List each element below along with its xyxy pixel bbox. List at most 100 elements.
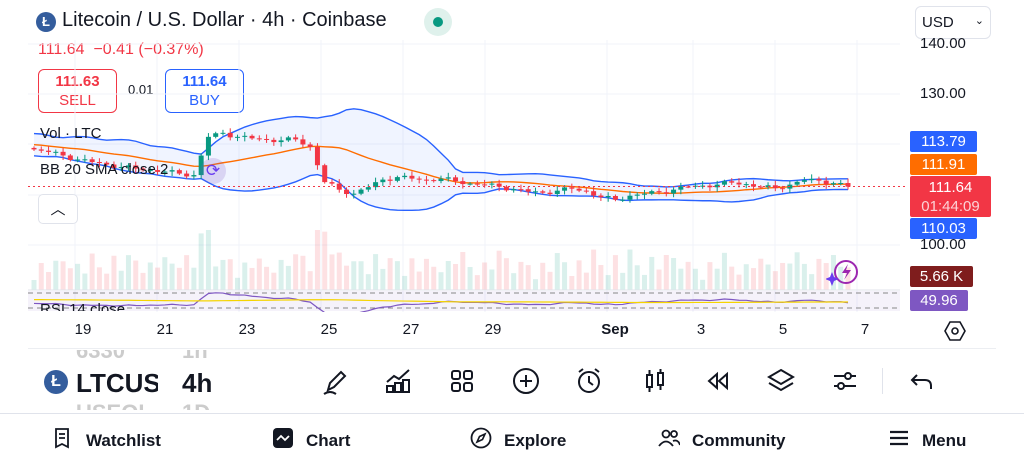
- collapse-legend-button[interactable]: ︿: [38, 194, 78, 224]
- sell-button[interactable]: 111.63 SELL: [38, 69, 117, 113]
- candle-body: [518, 189, 524, 191]
- candle-body: [692, 185, 698, 187]
- volume-bar: [482, 262, 488, 290]
- candle-body: [656, 191, 662, 193]
- volume-bar: [801, 263, 807, 290]
- candle-body: [373, 182, 379, 188]
- candle-body: [358, 189, 364, 194]
- replay-icon[interactable]: [702, 366, 732, 396]
- objects-icon[interactable]: [766, 366, 796, 396]
- bb-legend[interactable]: BB 20 SMA close 2: [40, 161, 169, 178]
- volume-bar: [547, 271, 553, 290]
- volume-bar: [373, 254, 379, 290]
- price-chart[interactable]: [0, 40, 1024, 312]
- volume-bar: [511, 273, 517, 290]
- bb-lower-label: 110.03: [910, 218, 977, 239]
- candle-body: [191, 175, 197, 177]
- nav-explore[interactable]: Explore: [470, 427, 566, 454]
- nav-menu[interactable]: Menu: [888, 427, 966, 454]
- time-tick: Sep: [601, 321, 629, 338]
- chart-settings-hexagon-icon[interactable]: [944, 320, 966, 347]
- symbol-picker[interactable]: 6330 LTCUS USEOL: [76, 350, 158, 410]
- volume-bar: [634, 265, 640, 290]
- volume-bar: [830, 255, 836, 290]
- candle-body: [772, 185, 778, 189]
- volume-bar: [53, 260, 59, 290]
- add-icon[interactable]: [511, 366, 541, 396]
- candle-body: [402, 175, 408, 178]
- candle-body: [285, 137, 291, 141]
- candle-body: [453, 177, 459, 182]
- volume-bar: [642, 274, 647, 290]
- refresh-icon[interactable]: ⟳: [200, 158, 226, 184]
- candle-body: [547, 192, 553, 195]
- bb-fill: [34, 108, 848, 211]
- candle-body: [111, 164, 117, 168]
- volume-bar: [162, 257, 168, 290]
- volume-legend[interactable]: Vol · LTC: [40, 125, 102, 142]
- candle-body: [830, 183, 836, 185]
- volume-bar: [75, 263, 81, 290]
- price-change-pct: (−0.37%): [138, 41, 204, 58]
- candle-body: [169, 170, 175, 172]
- candle-body: [445, 177, 451, 179]
- volume-bar: [707, 262, 713, 290]
- candle-body: [300, 139, 306, 145]
- candle-body: [365, 187, 371, 190]
- candle-body: [380, 179, 386, 183]
- volume-bar: [205, 230, 211, 290]
- interval-picker[interactable]: 1h 4h 1D: [182, 350, 222, 410]
- candle-body: [431, 180, 437, 182]
- volume-bar: [503, 258, 509, 290]
- candle-body: [823, 180, 829, 185]
- volume-bar: [155, 267, 161, 290]
- volume-bar: [235, 277, 240, 290]
- symbol-current: LTCUS: [76, 368, 158, 398]
- candle-body: [591, 191, 597, 196]
- lightning-icon[interactable]: [825, 258, 860, 288]
- candle-body: [627, 195, 633, 200]
- volume-bar: [271, 272, 277, 290]
- settings-icon[interactable]: [830, 366, 860, 396]
- candle-body: [569, 187, 575, 189]
- drawing-tools-icon[interactable]: [320, 366, 350, 396]
- nav-watchlist[interactable]: Watchlist: [52, 427, 161, 454]
- buy-button[interactable]: 111.64 BUY: [165, 69, 244, 113]
- candle-body: [329, 182, 335, 184]
- nav-label: Menu: [922, 430, 967, 450]
- buy-label: BUY: [189, 92, 220, 109]
- indicators-icon[interactable]: [383, 366, 413, 396]
- sell-label: SELL: [59, 92, 96, 109]
- symbol-next: USEOL: [76, 400, 152, 410]
- candle-body: [423, 179, 429, 181]
- volume-bar: [46, 272, 52, 290]
- volume-bar: [314, 230, 320, 290]
- candle-body: [583, 190, 589, 192]
- price-change: −0.41: [93, 41, 134, 58]
- volume-bar: [416, 271, 422, 290]
- candle-body: [278, 140, 284, 143]
- price-tick: 140.00: [920, 35, 966, 52]
- volume-label: 5.66 K: [910, 266, 973, 287]
- symbol-title[interactable]: Litecoin / U.S. Dollar · 4h · Coinbase: [62, 9, 387, 31]
- candle-body: [198, 155, 204, 176]
- chart-type-icon[interactable]: [640, 366, 670, 396]
- volume-bar: [198, 233, 204, 290]
- rsi-band: [28, 291, 900, 311]
- alert-icon[interactable]: [574, 366, 604, 396]
- litecoin-logo: Ł: [36, 12, 56, 32]
- currency-select[interactable]: USD ⌄: [915, 6, 991, 39]
- candle-body: [845, 183, 851, 187]
- undo-icon[interactable]: [907, 366, 937, 396]
- volume-bar: [758, 258, 764, 290]
- nav-community[interactable]: Community: [658, 427, 786, 454]
- nav-label: Community: [692, 430, 786, 450]
- volume-bar: [322, 231, 328, 290]
- candle-body: [751, 184, 757, 187]
- candle-body: [249, 135, 255, 139]
- nav-chart[interactable]: Chart: [272, 427, 350, 454]
- layouts-icon[interactable]: [447, 366, 477, 396]
- volume-bar: [227, 259, 233, 290]
- time-tick: 25: [320, 321, 338, 338]
- rsi-legend[interactable]: RSI 14 close: [40, 301, 126, 311]
